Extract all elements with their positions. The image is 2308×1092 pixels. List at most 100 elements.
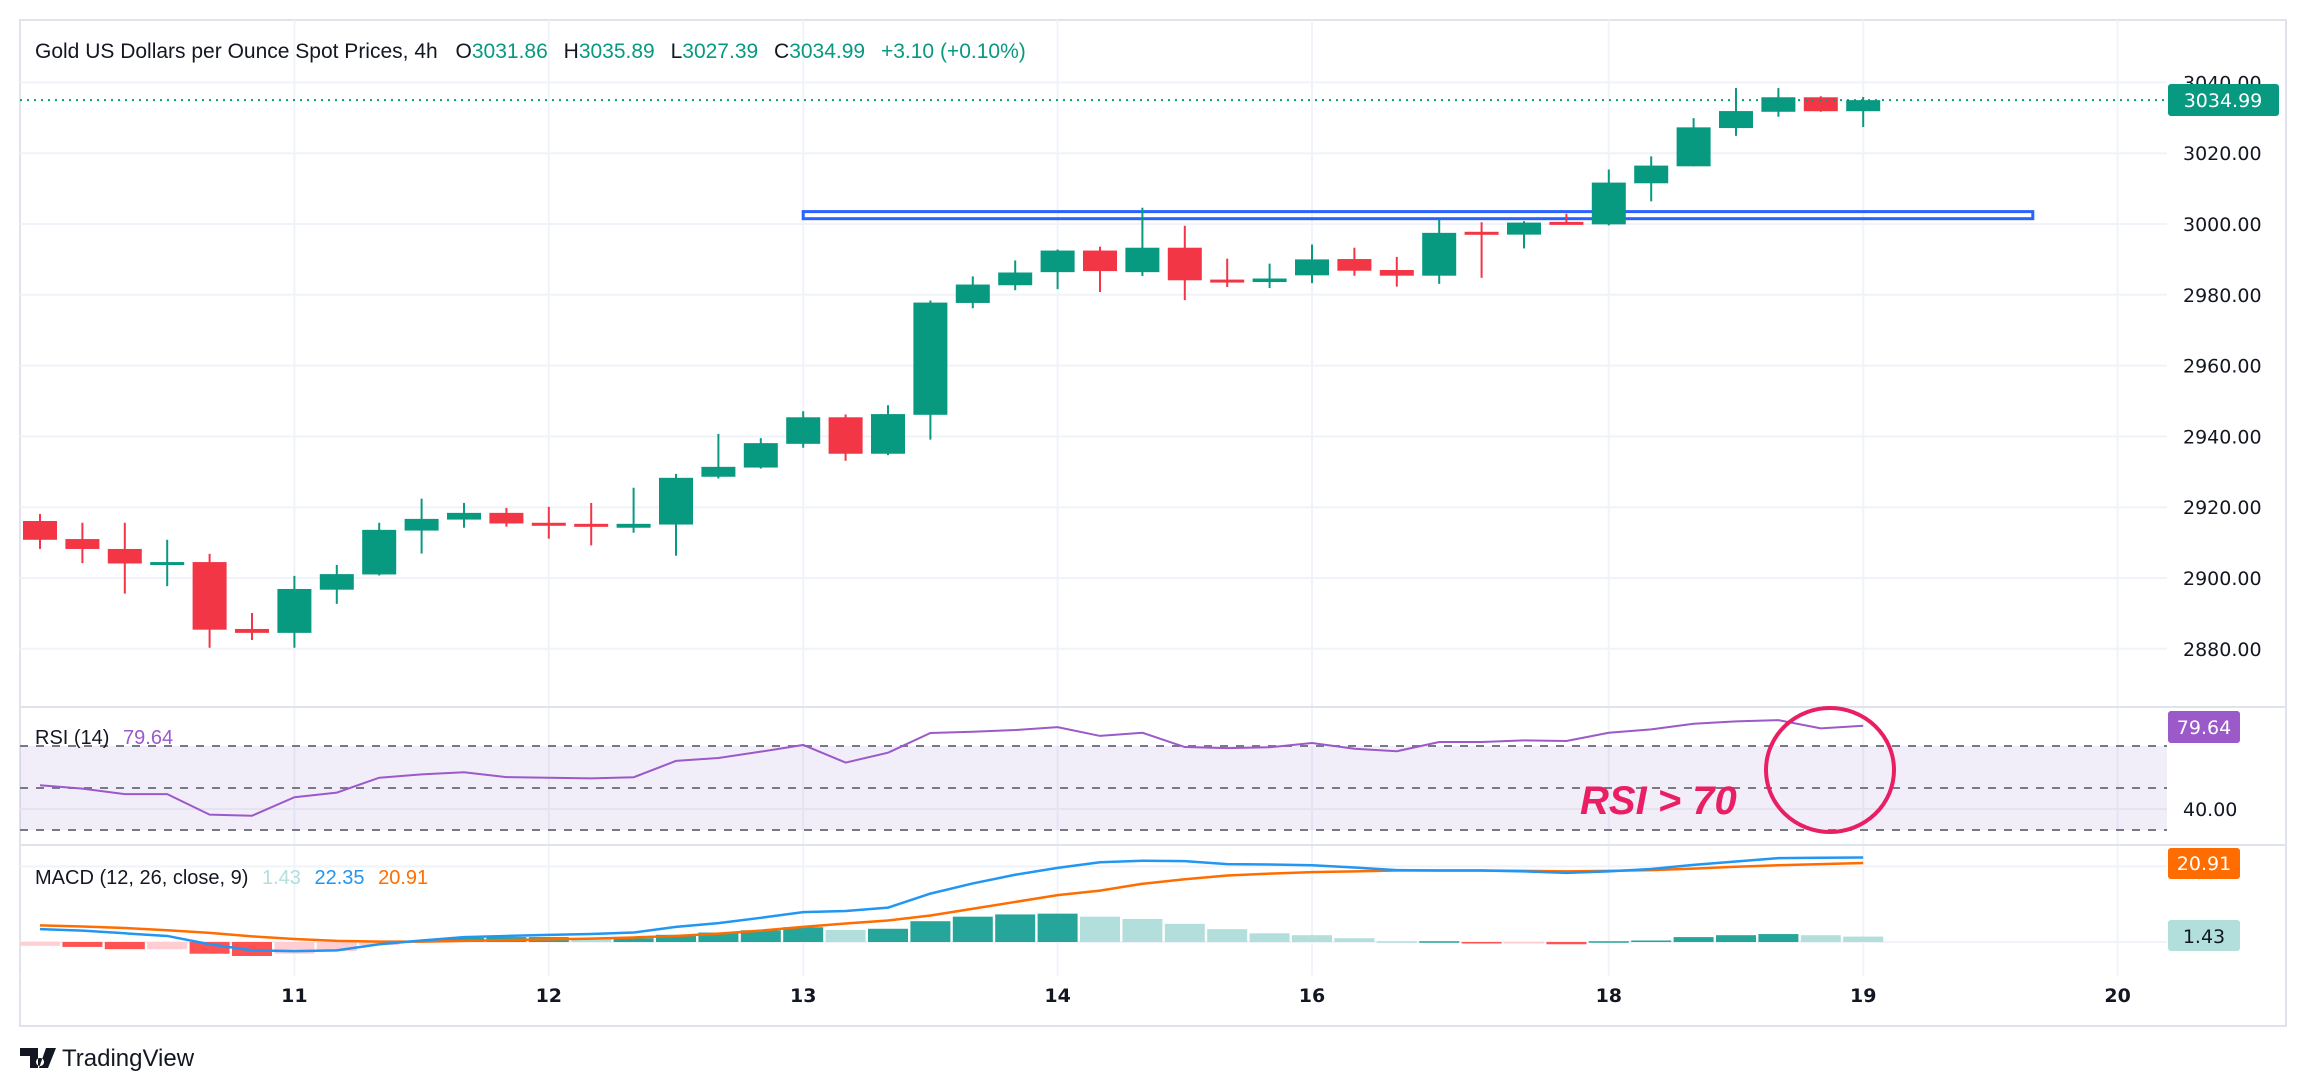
rsi-legend: RSI (14) 79.64 <box>35 727 173 749</box>
macd-series <box>20 856 1884 956</box>
candle-body <box>277 588 312 633</box>
candle-body <box>1125 247 1160 273</box>
candle <box>828 414 863 461</box>
candle-body <box>1379 270 1414 276</box>
macd-hist-tag: 1.43 <box>2183 926 2225 948</box>
close-label: C <box>774 40 789 63</box>
macd-histogram-bar <box>656 934 696 942</box>
macd-histogram-bar <box>232 942 272 956</box>
candle-body <box>1040 250 1075 273</box>
time-tick-label: 16 <box>1299 985 1325 1007</box>
macd-histogram-bar <box>1800 935 1841 942</box>
candle <box>1761 88 1796 117</box>
candle-body <box>1676 127 1711 167</box>
price-tick-label: 2940.00 <box>2183 426 2262 448</box>
candle <box>574 502 609 546</box>
price-tick-label: 3020.00 <box>2183 143 2262 165</box>
candle <box>1676 118 1711 167</box>
candle <box>1846 96 1881 128</box>
candle-body <box>1210 279 1245 283</box>
macd-histogram-bar <box>571 938 612 942</box>
candle <box>192 553 227 648</box>
macd-histogram-bar <box>1292 935 1332 942</box>
candle <box>786 411 821 448</box>
resistance-zone[interactable] <box>801 210 2035 221</box>
macd-histogram-bar <box>62 942 103 947</box>
candle-body <box>1464 231 1499 235</box>
candle-body <box>531 522 566 526</box>
macd-histogram-bar <box>1207 929 1248 942</box>
time-tick-label: 19 <box>1850 985 1876 1007</box>
candle <box>362 522 397 576</box>
candle-body <box>1634 165 1669 184</box>
macd-histogram-bar <box>1588 941 1629 943</box>
macd-hist-tag-bg <box>2168 920 2240 951</box>
candle <box>23 513 57 549</box>
macd-hist-value: 1.43 <box>262 867 301 889</box>
candle-body <box>1083 250 1117 272</box>
price-axis[interactable]: 2880.00 2900.00 2920.00 2940.00 2960.00 2980.… <box>2183 72 2262 660</box>
macd-histogram-bar <box>1673 937 1714 942</box>
candle-body <box>319 574 354 590</box>
candle <box>1337 247 1372 276</box>
rsi-value: 79.64 <box>123 727 173 749</box>
price-tick-label: 2960.00 <box>2183 356 2262 378</box>
macd-histogram-bar <box>1461 942 1502 944</box>
macd-legend: MACD (12, 26, close, 9) 1.43 22.35 20.91 <box>35 867 428 889</box>
candle <box>1464 222 1499 278</box>
rsi-band <box>20 745 2167 831</box>
tradingview-logo[interactable]: TradingView <box>20 1045 195 1072</box>
candle <box>150 539 185 587</box>
close-value: 3034.99 <box>789 40 865 63</box>
rsi-highlight-circle <box>1764 706 1896 834</box>
macd-label: MACD (12, 26, close, 9) <box>35 867 248 889</box>
macd-histogram-bar <box>1843 936 1884 942</box>
price-tick-label: 3000.00 <box>2183 214 2262 236</box>
macd-histogram-bar <box>1249 933 1290 942</box>
candle <box>1549 213 1584 225</box>
candle-body <box>362 529 397 575</box>
chart-frame <box>19 19 2287 1027</box>
candle-body <box>871 414 905 454</box>
candle <box>1591 169 1626 226</box>
rsi-line <box>39 719 1864 817</box>
time-axis[interactable]: 11 12 13 14 16 18 19 20 <box>281 985 2131 1007</box>
macd-histogram-bar <box>995 914 1036 942</box>
macd-histogram-bar <box>316 942 357 952</box>
rsi-tag: 79.64 <box>2177 717 2231 739</box>
macd-histogram-bar <box>1419 941 1460 943</box>
macd-signal-value: 20.91 <box>378 867 428 889</box>
candle-body <box>1337 259 1372 271</box>
rsi-annotation: RSI > 70 <box>1580 779 1737 823</box>
candle-body <box>447 512 481 520</box>
candle <box>489 507 524 527</box>
open-label: O <box>456 40 472 63</box>
candle-body <box>65 539 100 549</box>
candle <box>447 502 481 528</box>
macd-histogram-bar <box>868 928 908 942</box>
macd-histogram-bar <box>783 927 824 942</box>
candle <box>1040 249 1075 290</box>
price-tick-label: 2920.00 <box>2183 497 2262 519</box>
candle <box>1379 256 1414 287</box>
candle-body <box>1422 232 1457 276</box>
open-value: 3031.86 <box>472 40 548 63</box>
candle-body <box>192 562 227 630</box>
candle-body <box>1167 247 1202 281</box>
macd-line <box>39 856 1864 953</box>
candle <box>998 260 1033 291</box>
candle-body <box>659 477 693 525</box>
last-price-tag: 3034.99 <box>2184 90 2263 112</box>
candle <box>871 405 905 456</box>
time-tick-label: 20 <box>2104 985 2130 1007</box>
macd-histogram-bar <box>1504 942 1544 944</box>
candle <box>1719 88 1753 136</box>
candle <box>1803 96 1838 112</box>
rsi-series <box>39 719 1864 817</box>
rsi-label: RSI (14) <box>35 727 109 749</box>
candle-body <box>150 562 185 566</box>
macd-histogram-bar <box>910 921 951 942</box>
candle-body <box>107 548 142 564</box>
high-label: H <box>564 40 579 63</box>
candle-body <box>998 272 1033 286</box>
